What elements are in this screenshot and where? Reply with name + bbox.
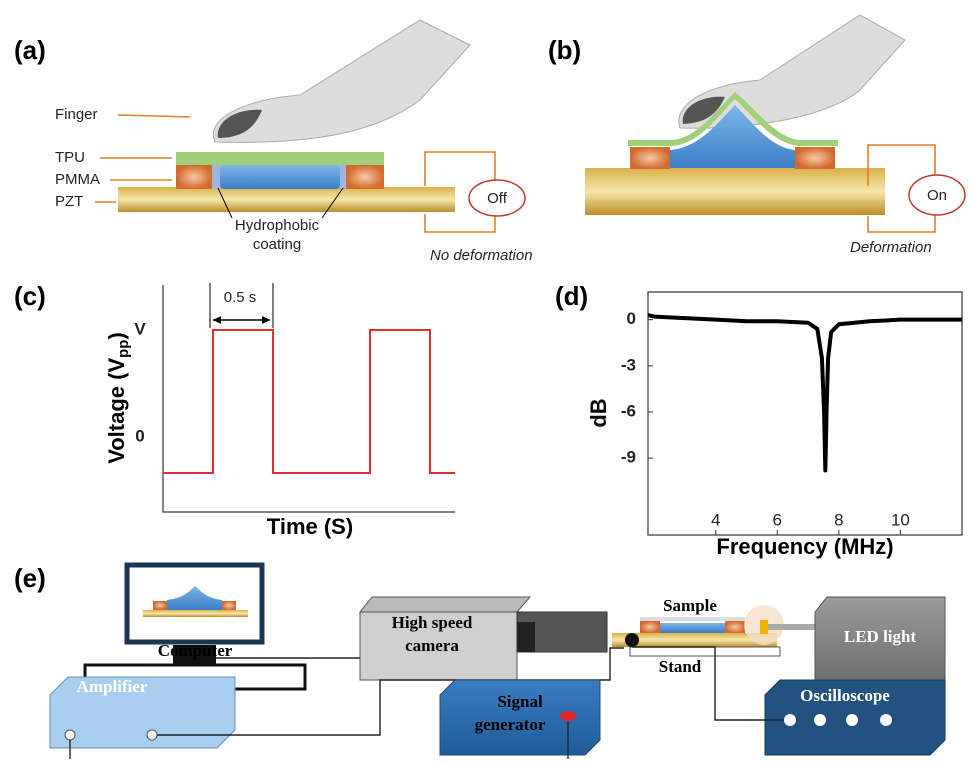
connector — [625, 633, 639, 647]
port — [65, 730, 75, 740]
port — [846, 714, 858, 726]
x-tick-label: 10 — [891, 510, 910, 529]
panel-label: (b) — [548, 35, 581, 65]
text: Computer — [158, 641, 233, 660]
waveform — [163, 330, 455, 473]
stand — [630, 647, 780, 656]
text: pp — [115, 340, 132, 358]
camera-top — [360, 597, 530, 612]
pmma — [795, 147, 835, 169]
y-tick-label: 0 — [135, 426, 144, 445]
text: Amplifier — [77, 677, 148, 696]
pmma — [176, 165, 212, 189]
panel-label: (e) — [14, 563, 46, 593]
y-tick-label: -9 — [621, 448, 636, 467]
pmma — [222, 601, 236, 610]
droplet — [660, 623, 725, 633]
pmma — [725, 621, 745, 633]
y-axis-label: Voltage (Vpp) — [104, 332, 132, 464]
port — [147, 730, 157, 740]
panel-label: (a) — [14, 35, 46, 65]
text: ) — [104, 332, 129, 339]
pmma — [630, 147, 670, 169]
text: TPU — [55, 149, 85, 166]
x-tick-label: 6 — [773, 510, 782, 529]
arrow — [118, 115, 190, 117]
panel-e: (e) Computer High speed camera Sample St… — [14, 563, 945, 759]
text: Finger — [55, 106, 98, 123]
text: PZT — [55, 193, 83, 210]
tpu — [640, 617, 745, 621]
text: Voltage (V — [104, 358, 129, 464]
pzt — [585, 168, 885, 215]
y-axis-label: dB — [586, 398, 611, 427]
cable — [632, 647, 784, 720]
text: On — [927, 187, 947, 204]
droplet — [220, 165, 340, 189]
data-line — [648, 315, 962, 470]
pzt — [118, 187, 455, 212]
panel-label: (d) — [555, 281, 588, 311]
text: coating — [253, 236, 301, 253]
text: Stand — [659, 657, 702, 676]
text: Oscilloscope — [800, 686, 890, 705]
text: 0.5 s — [224, 289, 257, 306]
text: Signal — [497, 692, 543, 711]
x-axis-label: Frequency (MHz) — [716, 534, 893, 559]
panel-d: (d) dB Frequency (MHz) 0 -3 -6 -9 4 6 8 10 — [555, 281, 962, 559]
pmma — [640, 621, 660, 633]
x-tick-label: 4 — [711, 510, 720, 529]
port — [560, 711, 576, 721]
port — [784, 714, 796, 726]
axes — [163, 285, 455, 512]
tpu — [176, 152, 384, 165]
x-axis-label: Time (S) — [267, 514, 353, 539]
lens-ring — [517, 622, 535, 652]
text: Hydrophobic — [235, 217, 320, 234]
text: camera — [405, 636, 459, 655]
text: generator — [475, 715, 546, 734]
panel-label: (c) — [14, 281, 46, 311]
pmma — [346, 165, 384, 189]
y-tick-label: V — [134, 319, 146, 338]
text: Off — [487, 190, 508, 207]
text: No deformation — [430, 247, 533, 264]
figure: (a) Finger TPU PMMA PZT Hydrophobic coat… — [0, 0, 969, 759]
x-tick-label: 8 — [834, 510, 843, 529]
pmma — [153, 601, 167, 610]
plot-frame — [648, 292, 962, 535]
port — [814, 714, 826, 726]
y-tick-label: 0 — [627, 309, 636, 328]
y-tick-label: -3 — [621, 355, 636, 374]
panel-a: (a) Finger TPU PMMA PZT Hydrophobic coat… — [14, 20, 533, 264]
port — [880, 714, 892, 726]
y-tick-label: -6 — [621, 401, 636, 420]
text: LED light — [844, 627, 917, 646]
text: Deformation — [850, 239, 932, 256]
led — [760, 620, 768, 634]
text: Sample — [663, 596, 717, 615]
panel-c: (c) 0.5 s V 0 Voltage (Vpp) Time (S) — [14, 281, 455, 539]
panel-b: (b) On Deformation — [548, 15, 965, 256]
text: High speed — [392, 613, 473, 632]
text: PMMA — [55, 171, 100, 188]
pzt — [143, 610, 248, 617]
